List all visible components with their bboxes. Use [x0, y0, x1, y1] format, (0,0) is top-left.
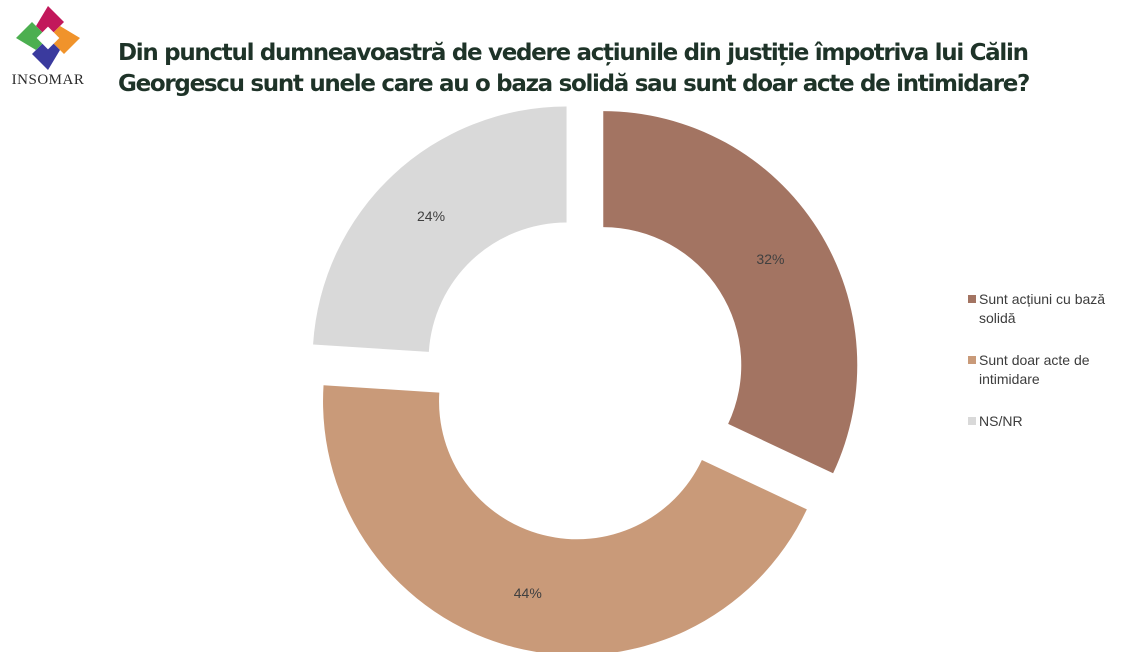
legend-swatch	[968, 295, 976, 303]
legend-item-ns-nr: NS/NR	[968, 412, 1138, 431]
donut-slice-labels: 32% 44% 24%	[417, 208, 784, 601]
logo-center	[36, 26, 60, 50]
chart-legend: Sunt acțiuni cu bază solidă Sunt doar ac…	[968, 290, 1138, 454]
slice-baza-solida	[603, 111, 858, 474]
legend-swatch	[968, 417, 976, 425]
slice-label-ns-nr: 24%	[417, 208, 445, 224]
logo-text: INSOMAR	[11, 72, 85, 88]
chart-title: Din punctul dumneavoastră de vedere acți…	[118, 40, 1030, 97]
logo-petal-right	[48, 26, 80, 54]
logo-petal-top	[36, 6, 64, 38]
legend-item-intimidare: Sunt doar acte de intimidare	[968, 351, 1138, 389]
insomar-logo-icon	[16, 6, 80, 70]
insomar-logo: INSOMAR	[6, 4, 90, 90]
legend-item-baza-solida: Sunt acțiuni cu bază solidă	[968, 290, 1138, 328]
slice-label-baza-solida: 32%	[756, 251, 784, 267]
slice-ns-nr	[313, 106, 567, 352]
donut-slices	[313, 106, 858, 652]
legend-swatch	[968, 356, 976, 364]
slice-label-intimidare: 44%	[514, 585, 542, 601]
legend-label: NS/NR	[979, 413, 1023, 429]
slice-intimidare	[323, 385, 807, 652]
logo-petal-left	[16, 22, 48, 50]
legend-label: Sunt acțiuni cu bază solidă	[979, 291, 1106, 326]
logo-petal-bottom	[32, 38, 60, 70]
legend-label: Sunt doar acte de intimidare	[979, 352, 1090, 387]
